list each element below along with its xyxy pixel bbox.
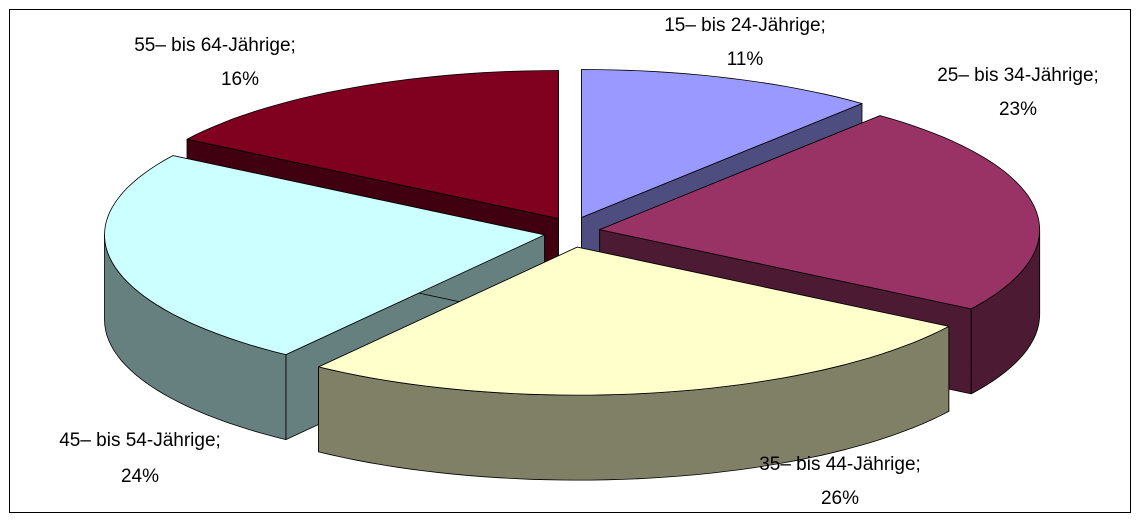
slice-top <box>186 70 559 219</box>
data-label-name: 25– bis 34-Jährige; <box>937 65 1099 86</box>
data-label-value: 24% <box>121 466 159 487</box>
slice-top <box>599 115 1040 310</box>
slice-top <box>104 155 545 355</box>
data-label-name: 15– bis 24-Jährige; <box>664 15 826 36</box>
slice-top <box>318 246 950 396</box>
data-label-value: 23% <box>999 99 1037 120</box>
data-label-name: 55– bis 64-Jährige; <box>134 35 296 56</box>
data-label-name: 35– bis 44-Jährige; <box>759 454 921 475</box>
slice-top <box>581 69 863 218</box>
data-label-value: 26% <box>821 488 859 509</box>
slice <box>318 246 950 481</box>
data-label-name: 45– bis 54-Jährige; <box>59 430 221 451</box>
data-label-value: 11% <box>727 49 764 70</box>
data-label-value: 16% <box>221 69 259 90</box>
